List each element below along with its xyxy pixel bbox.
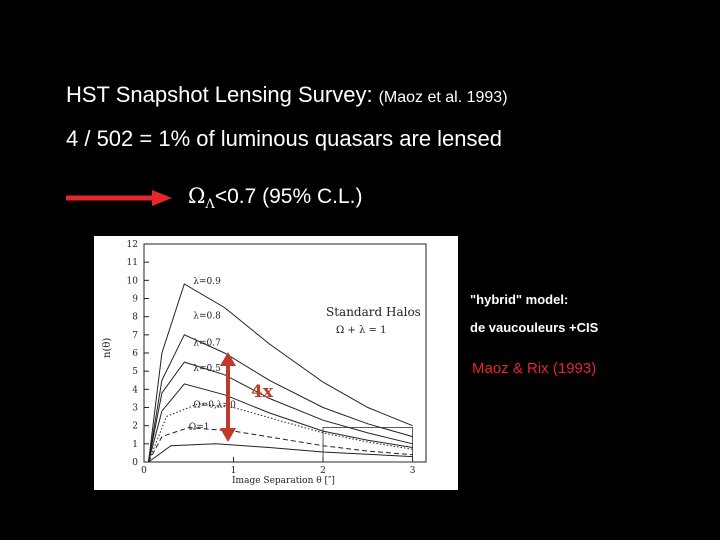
- plot-legend: Standard Halos Ω + λ = 1: [326, 305, 421, 336]
- series-label: λ=0.7: [193, 339, 221, 349]
- plot-curves: [148, 283, 413, 463]
- y-tick-label: 2: [132, 422, 138, 432]
- x-axis-label: Image Separation θ [″]: [232, 476, 335, 486]
- x-tick-label: 1: [231, 466, 237, 476]
- series-line-4: [148, 403, 413, 463]
- lambda-subscript: Λ: [205, 197, 215, 213]
- omega-symbol: Ω: [188, 184, 206, 208]
- y-axis-label: n(θ): [102, 338, 113, 358]
- title-text: HST Snapshot Lensing Survey:: [66, 82, 373, 107]
- data-inset-box: [322, 427, 413, 463]
- series-line-5: [148, 426, 413, 463]
- factor-label: 4x: [251, 382, 273, 402]
- series-label: λ=0.8: [193, 311, 221, 321]
- x-tick-label: 0: [141, 466, 147, 476]
- x-tick-label: 3: [410, 466, 416, 476]
- series-label: λ=0.5: [193, 364, 221, 374]
- arrow-icon: [66, 190, 172, 206]
- plot-labels: λ=0.9 λ=0.8 λ=0.7 λ=0.5 Ω=0,λ=0 Ω=1: [189, 277, 236, 432]
- legend-title: Standard Halos: [326, 305, 421, 319]
- y-tick-label: 6: [132, 349, 138, 359]
- series-line-1: [148, 334, 413, 463]
- series-line-0: [148, 283, 413, 463]
- constraint-value: <0.7 (95% C.L.): [214, 185, 363, 208]
- y-tick-label: 0: [132, 458, 138, 468]
- lensing-result: 4 / 502 = 1% of luminous quasars are len…: [66, 126, 502, 151]
- citation: (Maoz et al. 1993): [378, 89, 508, 106]
- ratio-arrow-icon: [220, 352, 236, 442]
- reference-note: Maoz & Rix (1993): [472, 360, 597, 377]
- y-tick-label: 8: [132, 313, 138, 323]
- model-components: de vaucouleurs +CIS: [470, 320, 599, 335]
- y-tick-label: 4: [132, 385, 138, 395]
- y-tick-label: 5: [132, 367, 138, 377]
- y-tick-label: 3: [132, 404, 138, 414]
- y-tick-label: 11: [127, 258, 138, 268]
- x-tick-label: 2: [320, 466, 326, 476]
- omega-constraint: ΩΛ<0.7 (95% C.L.): [188, 184, 362, 212]
- series-line-2: [148, 361, 413, 463]
- series-label: Ω=1: [189, 422, 210, 432]
- slide-title: HST Snapshot Lensing Survey: (Maoz et al.…: [66, 82, 508, 108]
- y-tick-label: 1: [132, 440, 138, 450]
- y-tick-label: 9: [132, 295, 138, 305]
- series-line-3: [148, 383, 413, 463]
- model-note: "hybrid" model:: [470, 292, 569, 307]
- y-tick-label: 12: [127, 240, 138, 250]
- legend-subtitle: Ω + λ = 1: [336, 325, 386, 336]
- y-tick-label: 7: [132, 331, 138, 341]
- plot-frame: [143, 243, 427, 463]
- y-tick-label: 10: [127, 276, 139, 286]
- series-label: Ω=0,λ=0: [193, 401, 236, 411]
- series-line-6: [148, 443, 413, 463]
- series-label: λ=0.9: [193, 277, 221, 287]
